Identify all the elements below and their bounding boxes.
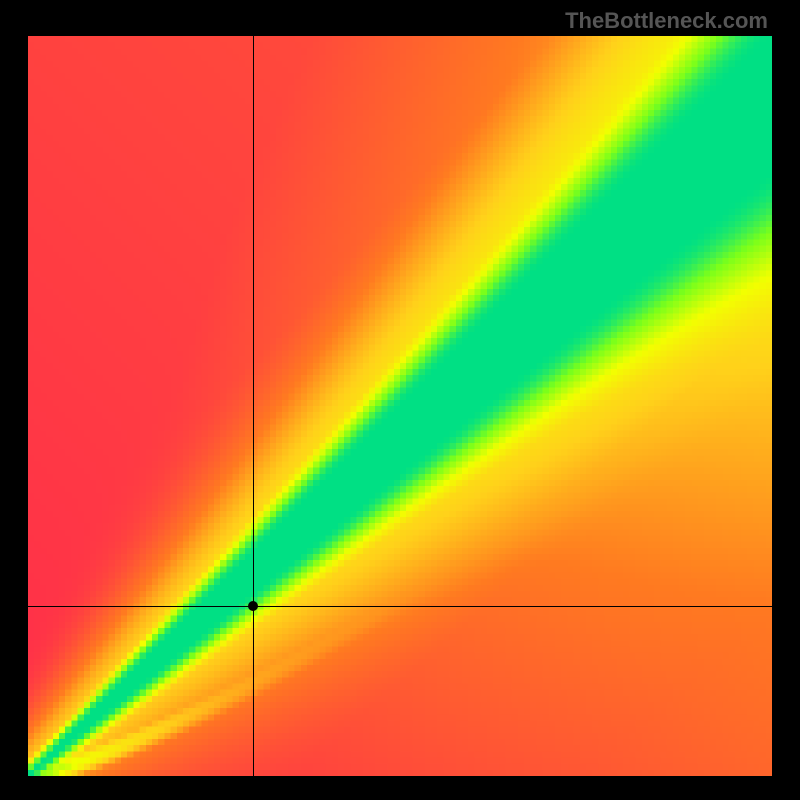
crosshair-horizontal xyxy=(28,606,772,607)
heatmap-canvas xyxy=(28,36,772,776)
crosshair-vertical xyxy=(253,36,254,776)
crosshair-marker[interactable] xyxy=(248,601,258,611)
chart-frame: TheBottleneck.com xyxy=(0,0,800,800)
plot-area xyxy=(28,36,772,776)
watermark-text: TheBottleneck.com xyxy=(565,8,768,34)
